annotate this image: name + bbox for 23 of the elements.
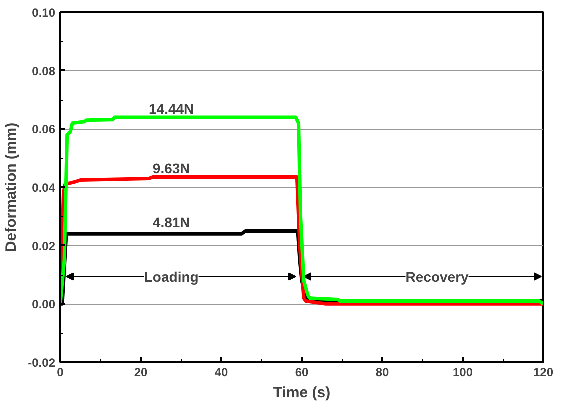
x-tick-label: 100: [452, 366, 474, 380]
annotation: Recovery: [406, 268, 470, 285]
y-axis-title: Deformation (mm): [3, 122, 20, 252]
y-tick-label: -0.02: [28, 356, 56, 370]
line-series: [60, 176, 544, 306]
y-tick-label: 0.00: [32, 298, 56, 312]
annotation: Loading: [144, 268, 199, 285]
x-tick-label: 0: [57, 366, 64, 380]
y-tick-label: 0.04: [32, 181, 56, 195]
y-tick-label: 0.06: [32, 122, 56, 137]
y-tick-label: 0.10: [32, 6, 56, 20]
x-tick-label: 80: [376, 366, 390, 380]
x-tick-label: 60: [295, 366, 309, 380]
series-label: 14.44N: [149, 100, 194, 117]
y-tick-label: 0.08: [32, 64, 56, 78]
line-series: [60, 116, 544, 306]
x-tick-label: 20: [134, 366, 148, 380]
series-label: 4.81N: [152, 214, 190, 230]
x-axis-title: Time (s): [273, 384, 331, 402]
x-tick-label: 120: [533, 366, 554, 380]
y-tick-label: 0.02: [32, 239, 56, 254]
x-tick-label: 40: [214, 366, 228, 380]
series-label: 9.63N: [152, 160, 190, 177]
